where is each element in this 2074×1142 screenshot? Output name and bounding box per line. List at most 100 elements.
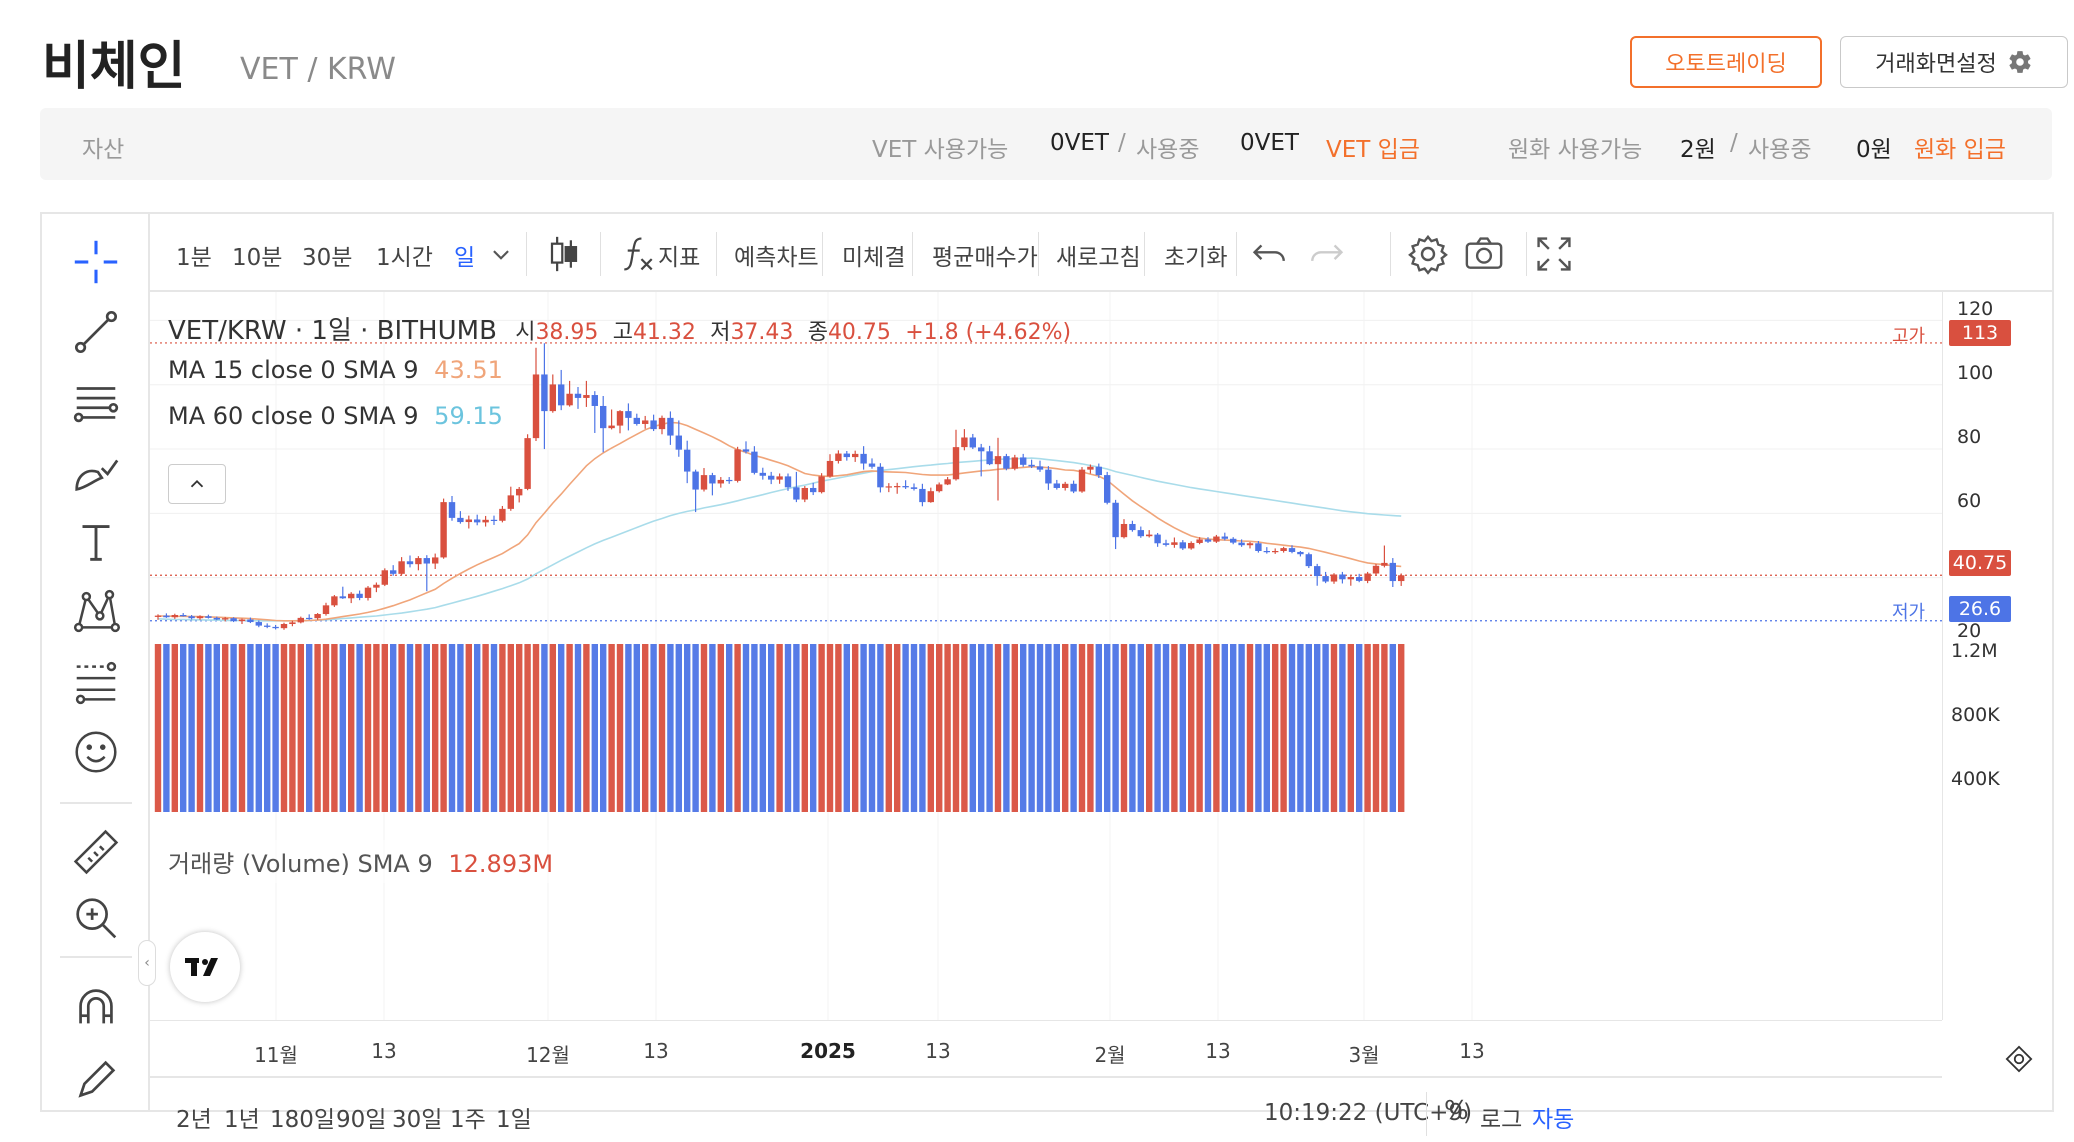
high-value: 41.32 bbox=[632, 320, 696, 345]
range-1d[interactable]: 1일 bbox=[496, 1107, 532, 1133]
toolbar-divider bbox=[1144, 232, 1145, 276]
volume-bar bbox=[1204, 644, 1212, 812]
screen-settings-button[interactable]: 거래화면설정 bbox=[1840, 36, 2068, 88]
volume-bar bbox=[642, 644, 649, 812]
volume-bar bbox=[961, 644, 968, 812]
zoom-tool[interactable] bbox=[68, 890, 124, 946]
drawing-toolbar bbox=[42, 214, 150, 1110]
candle-body bbox=[448, 502, 456, 518]
magnet-tool[interactable] bbox=[68, 980, 124, 1036]
volume-bar bbox=[255, 644, 262, 812]
volume-bar bbox=[759, 644, 766, 812]
pattern-tool[interactable] bbox=[68, 584, 124, 640]
drawing-mode-tool[interactable] bbox=[68, 1052, 124, 1108]
volume-bar bbox=[1364, 644, 1371, 812]
avg-buy-price-button[interactable]: 평균매수가 bbox=[932, 245, 1038, 271]
parallel-lines-tool[interactable] bbox=[68, 374, 124, 430]
volume-bar bbox=[952, 644, 960, 812]
measure-tool[interactable] bbox=[68, 824, 124, 880]
high-tag-label: 고가 bbox=[1892, 326, 1926, 347]
text-tool[interactable] bbox=[68, 514, 124, 570]
volume-bar bbox=[709, 644, 716, 812]
volume-bar bbox=[717, 644, 724, 812]
candle-body bbox=[952, 447, 960, 480]
vet-deposit-link[interactable]: VET 입금 bbox=[1326, 137, 1420, 163]
emoji-tool[interactable] bbox=[68, 724, 124, 780]
refresh-button[interactable]: 새로고침 bbox=[1056, 245, 1141, 271]
volume-bar bbox=[457, 644, 464, 812]
price-axis[interactable]: 120 100 80 60 20 113 40.75 26.6 1.2M 800… bbox=[1942, 292, 2052, 1020]
plot-area[interactable]: VET/KRW · 1일 · BITHUMB 시38.95 고41.32 저37… bbox=[150, 292, 1942, 1020]
candle-body bbox=[1162, 543, 1170, 545]
interval-1h[interactable]: 1시간 bbox=[376, 245, 433, 271]
candle-body bbox=[306, 617, 313, 620]
time-tick: 13 bbox=[1459, 1039, 1485, 1063]
candle-body bbox=[373, 584, 380, 588]
volume-bar bbox=[927, 644, 934, 812]
open-orders-button[interactable]: 미체결 bbox=[842, 245, 906, 271]
krw-available-value: 2원 bbox=[1680, 137, 1716, 163]
interval-30m[interactable]: 30분 bbox=[302, 245, 353, 271]
chevron-down-icon[interactable] bbox=[484, 230, 518, 278]
range-1y[interactable]: 1년 bbox=[224, 1107, 260, 1133]
fullscreen-icon[interactable] bbox=[1530, 230, 1578, 278]
brush-tool[interactable] bbox=[68, 444, 124, 500]
range-90d[interactable]: 90일 bbox=[336, 1107, 387, 1133]
volume-bar bbox=[868, 644, 876, 812]
trend-line-tool[interactable] bbox=[68, 304, 124, 360]
toolbar-collapse-handle[interactable]: ‹ bbox=[138, 940, 156, 986]
candle-body bbox=[902, 486, 909, 488]
krw-deposit-link[interactable]: 원화 입금 bbox=[1914, 137, 2006, 163]
candle-body bbox=[331, 596, 338, 606]
volume-bar bbox=[1389, 644, 1396, 812]
coin-name: 비체인 bbox=[42, 37, 186, 97]
range-1w[interactable]: 1주 bbox=[450, 1107, 486, 1133]
candle-body bbox=[1356, 577, 1363, 581]
redo-icon[interactable] bbox=[1302, 230, 1350, 278]
camera-icon[interactable] bbox=[1460, 230, 1508, 278]
range-180d[interactable]: 180일 bbox=[270, 1107, 336, 1133]
interval-1m[interactable]: 1분 bbox=[176, 245, 212, 271]
time-axis[interactable]: 11월 13 12월 13 2025 13 2월 13 3월 13 bbox=[150, 1020, 1942, 1078]
chart-reset-icon[interactable] bbox=[2002, 1042, 2036, 1076]
legend-collapse-button[interactable] bbox=[168, 464, 226, 504]
auto-trading-button[interactable]: 오토트레이딩 bbox=[1630, 36, 1822, 88]
candle-body bbox=[818, 476, 825, 493]
interval-day[interactable]: 일 bbox=[454, 245, 476, 271]
range-30d[interactable]: 30일 bbox=[392, 1107, 443, 1133]
reset-button[interactable]: 초기화 bbox=[1164, 245, 1228, 271]
crosshair-tool[interactable] bbox=[68, 234, 124, 290]
log-toggle[interactable]: 로그 bbox=[1480, 1107, 1523, 1133]
volume-bar bbox=[549, 644, 556, 812]
candle-body bbox=[1036, 466, 1044, 470]
interval-10m[interactable]: 10분 bbox=[232, 245, 283, 271]
volume-bar bbox=[742, 644, 750, 812]
volume-bar bbox=[1146, 644, 1153, 812]
volume-bar bbox=[1255, 644, 1262, 812]
auto-toggle[interactable]: 자동 bbox=[1532, 1107, 1575, 1133]
percent-toggle[interactable]: % bbox=[1444, 1096, 1469, 1126]
function-icon[interactable] bbox=[614, 230, 662, 278]
forecast-chart-button[interactable]: 예측차트 bbox=[734, 245, 819, 271]
price-tick: 20 bbox=[1957, 620, 1982, 642]
volume-bar bbox=[835, 644, 842, 812]
volume-bar bbox=[381, 644, 388, 812]
volume-bar bbox=[1381, 644, 1388, 812]
indicator-button[interactable]: 지표 bbox=[658, 245, 701, 271]
settings-icon[interactable] bbox=[1404, 230, 1452, 278]
candle-body bbox=[474, 519, 481, 523]
toolbar-divider bbox=[1236, 232, 1237, 276]
candle-body bbox=[969, 437, 976, 448]
undo-icon[interactable] bbox=[1246, 230, 1294, 278]
range-2y[interactable]: 2년 bbox=[176, 1107, 212, 1133]
volume-bar bbox=[423, 644, 430, 812]
time-tick: 2월 bbox=[1094, 1043, 1126, 1067]
tradingview-logo[interactable] bbox=[170, 932, 240, 1002]
candle-body bbox=[1087, 466, 1094, 470]
candle-body bbox=[700, 475, 708, 490]
candle-body bbox=[1330, 574, 1338, 582]
price-chart[interactable] bbox=[150, 292, 1942, 1020]
clock[interactable]: 10:19:22 (UTC+9) bbox=[1264, 1100, 1473, 1126]
fib-tool[interactable] bbox=[68, 654, 124, 710]
candlestick-type-icon[interactable] bbox=[540, 230, 588, 278]
